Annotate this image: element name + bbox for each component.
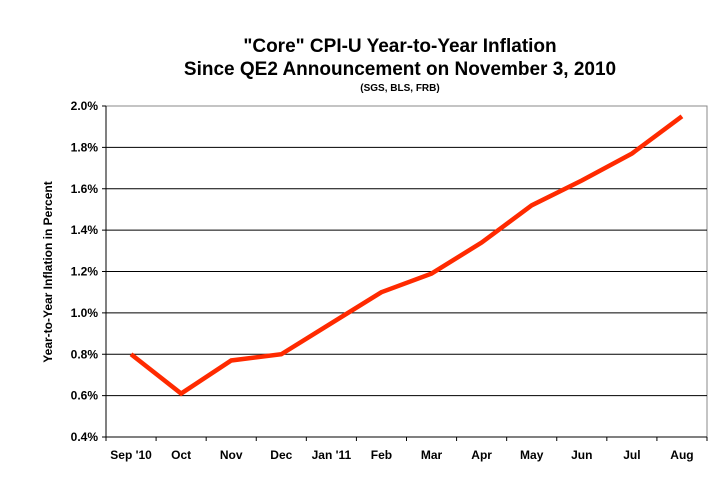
x-tick-label: May [520, 448, 544, 462]
y-tick-label: 1.8% [71, 140, 99, 154]
y-tick-label: 0.6% [71, 389, 99, 403]
x-tick-label: Jun [571, 448, 592, 462]
x-tick-label: Feb [371, 448, 392, 462]
x-tick-label: Jan '11 [312, 448, 352, 462]
y-tick-label: 1.6% [71, 182, 99, 196]
y-tick-label: 0.4% [71, 430, 99, 444]
chart-source: (SGS, BLS, FRB) [360, 83, 439, 94]
x-tick-label: Nov [220, 448, 243, 462]
y-tick-label: 2.0% [71, 99, 99, 113]
x-tick-label: Sep '10 [110, 448, 152, 462]
y-tick-label: 1.4% [71, 223, 99, 237]
x-tick-label: Aug [670, 448, 693, 462]
chart-subtitle: Since QE2 Announcement on November 3, 20… [184, 59, 616, 80]
x-tick-label: Apr [471, 448, 492, 462]
y-axis-label: Year-to-Year Inflation in Percent [41, 181, 55, 362]
y-tick-label: 0.8% [71, 347, 99, 361]
x-tick-label: Mar [421, 448, 443, 462]
y-tick-label: 1.2% [71, 265, 99, 279]
x-tick-label: Dec [270, 448, 292, 462]
chart-title: "Core" CPI-U Year-to-Year Inflation [243, 36, 556, 57]
y-tick-label: 1.0% [71, 306, 99, 320]
x-tick-label: Jul [623, 448, 640, 462]
x-tick-label: Oct [171, 448, 191, 462]
